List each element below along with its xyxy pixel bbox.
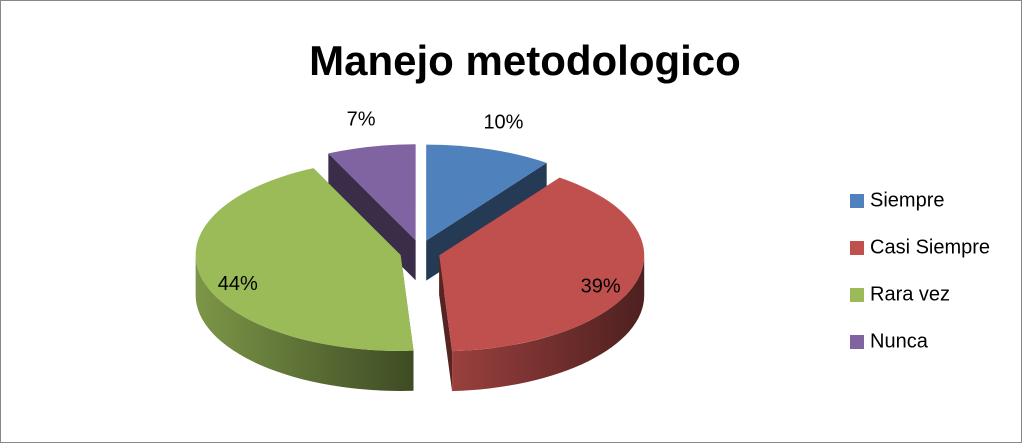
data-label: 10% [483, 111, 523, 133]
legend-swatch [850, 194, 864, 208]
pie-slice [439, 177, 645, 392]
legend-label: Nunca [870, 330, 929, 352]
legend-label: Siempre [870, 189, 944, 211]
pie-slice [195, 168, 414, 391]
legend-label: Rara vez [870, 283, 950, 305]
legend-swatch [850, 288, 864, 302]
legend-swatch [850, 335, 864, 349]
slice-top [439, 177, 645, 352]
data-label: 7% [347, 108, 376, 130]
slice-top [195, 168, 414, 351]
legend-label: Casi Siempre [870, 236, 990, 258]
slice-wall [195, 254, 414, 391]
slice-top [426, 144, 547, 241]
legend: Siempre Casi Siempre Rara vez Nunca [850, 189, 990, 352]
slice-top [328, 144, 416, 241]
pie: 10% 39% 44% 7% [195, 108, 645, 392]
slice-wall [452, 255, 645, 392]
data-label: 39% [581, 276, 621, 298]
data-label: 44% [218, 273, 258, 295]
legend-swatch [850, 241, 864, 255]
chart-title: Manejo metodologico [309, 37, 741, 84]
slice-side [439, 255, 453, 392]
